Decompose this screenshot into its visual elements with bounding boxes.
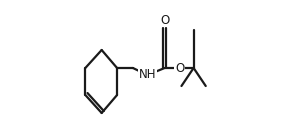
Text: NH: NH <box>139 68 156 82</box>
Text: O: O <box>175 61 184 74</box>
Text: O: O <box>160 14 169 26</box>
